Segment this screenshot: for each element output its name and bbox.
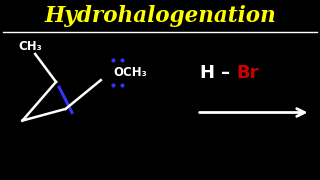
Text: Hydrohalogenation: Hydrohalogenation [44, 5, 276, 27]
Text: CH₃: CH₃ [19, 40, 42, 53]
Text: H: H [199, 64, 214, 82]
Text: –: – [221, 64, 230, 82]
Text: Br: Br [237, 64, 259, 82]
Text: OCH₃: OCH₃ [114, 66, 147, 79]
